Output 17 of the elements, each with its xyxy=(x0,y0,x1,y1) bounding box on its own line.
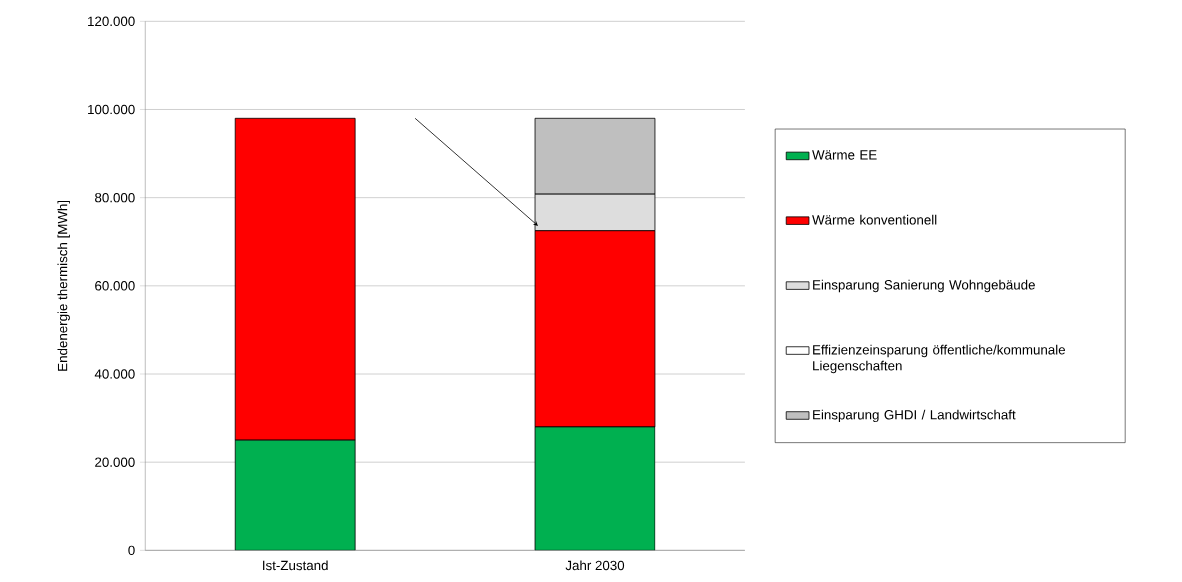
y-axis-title: Endenergie thermisch [MWh] xyxy=(57,200,70,371)
legend-label: Wärme EE xyxy=(812,150,877,160)
legend-label: Einsparung Sanierung Wohngebäude xyxy=(813,279,1035,293)
y-tick-label: 40.000 xyxy=(94,369,135,379)
y-tick-label: 60.000 xyxy=(95,280,135,291)
y-tick-label: 0 xyxy=(128,545,135,555)
y-tick-label: 120.000 xyxy=(88,16,135,26)
x-tick-label: Jahr 2030 xyxy=(565,560,625,571)
x-tick-label: Ist-Zustand xyxy=(263,560,328,571)
legend-label: Effizienzeinsparung öffentliche/kommunale Liegenschaften xyxy=(813,344,1065,373)
legend-label: Wärme konventionell xyxy=(812,214,937,225)
y-tick-label: 100.000 xyxy=(88,104,135,115)
y-tick-label: 80.000 xyxy=(95,192,135,203)
bar xyxy=(534,426,656,551)
legend-label: Einsparung GHDI / Landwirtschaft xyxy=(813,409,1016,422)
y-tick-label: 20.000 xyxy=(95,457,135,467)
bar xyxy=(234,439,356,551)
